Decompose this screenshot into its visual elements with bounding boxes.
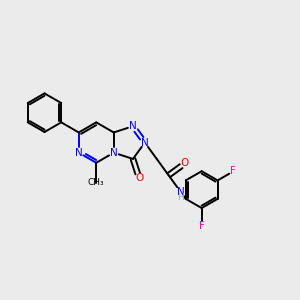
Text: CH₃: CH₃ <box>88 178 104 188</box>
Text: N: N <box>110 148 118 158</box>
Text: N: N <box>141 138 149 148</box>
Text: N: N <box>129 121 137 131</box>
Text: N: N <box>177 187 184 196</box>
Text: O: O <box>181 158 189 168</box>
Text: F: F <box>230 166 236 176</box>
Text: O: O <box>135 173 143 183</box>
Text: H: H <box>177 193 184 202</box>
Text: N: N <box>75 148 82 158</box>
Text: F: F <box>199 221 205 231</box>
